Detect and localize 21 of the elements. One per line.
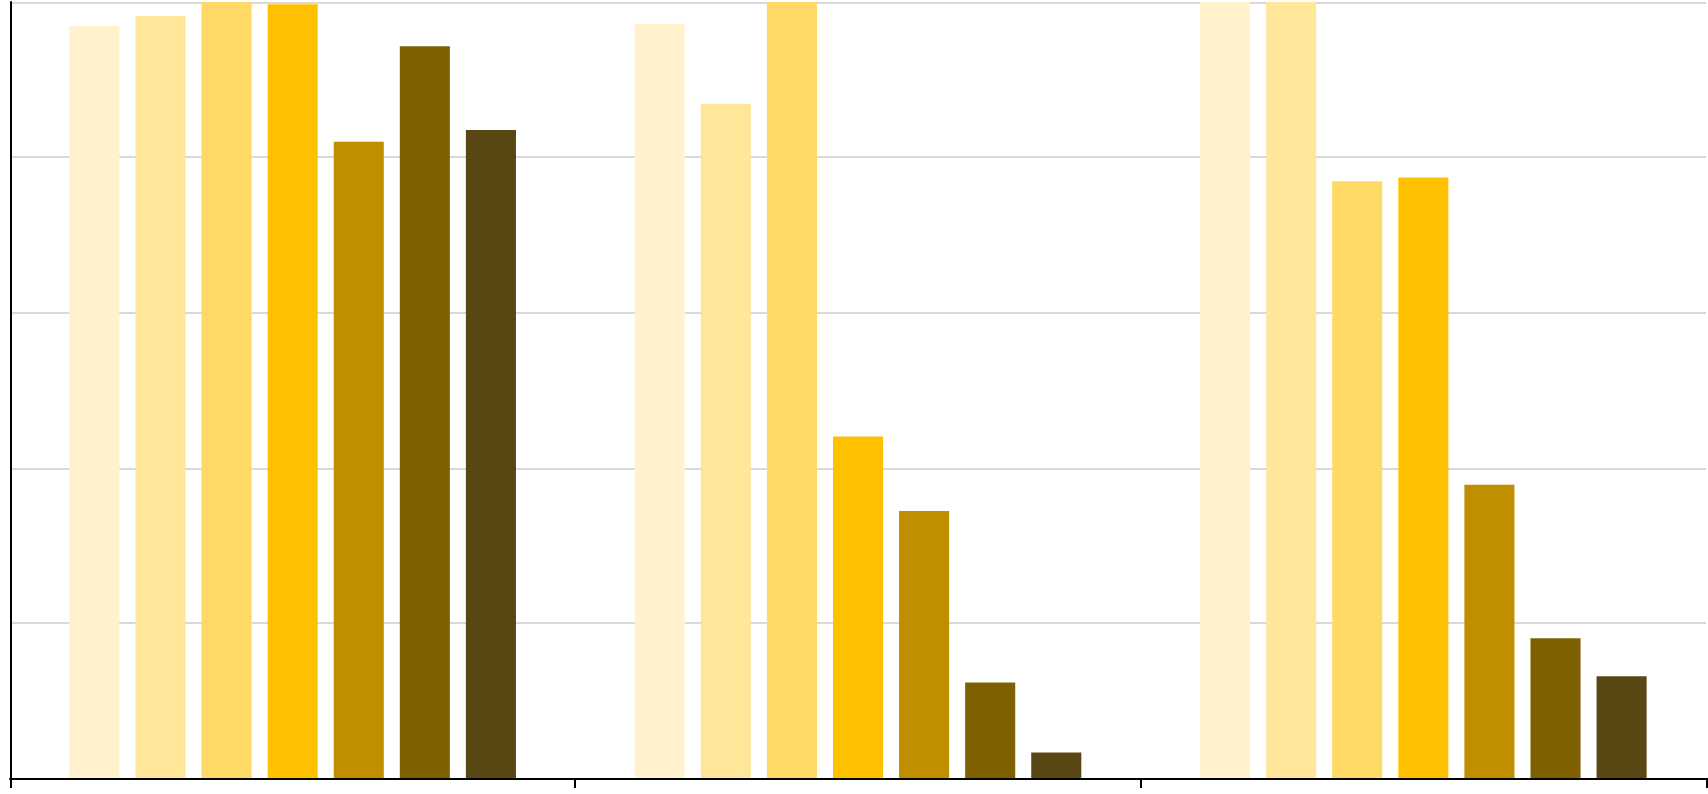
bar xyxy=(1464,484,1515,778)
bar xyxy=(1332,181,1383,778)
bar xyxy=(1200,2,1251,778)
bar xyxy=(1398,177,1449,778)
bar xyxy=(700,103,751,778)
bar xyxy=(1530,638,1581,778)
bar xyxy=(267,4,318,778)
bar xyxy=(333,141,384,778)
bar xyxy=(465,130,516,778)
bar xyxy=(1031,752,1082,778)
bar xyxy=(135,15,186,778)
bar xyxy=(201,2,252,778)
bar xyxy=(965,682,1016,778)
bar xyxy=(1266,2,1317,778)
bar xyxy=(832,436,884,778)
bar xyxy=(766,2,817,778)
bar xyxy=(1596,676,1647,778)
bar xyxy=(69,26,120,778)
bar xyxy=(899,511,950,778)
bar xyxy=(399,46,450,778)
bar xyxy=(634,23,685,778)
